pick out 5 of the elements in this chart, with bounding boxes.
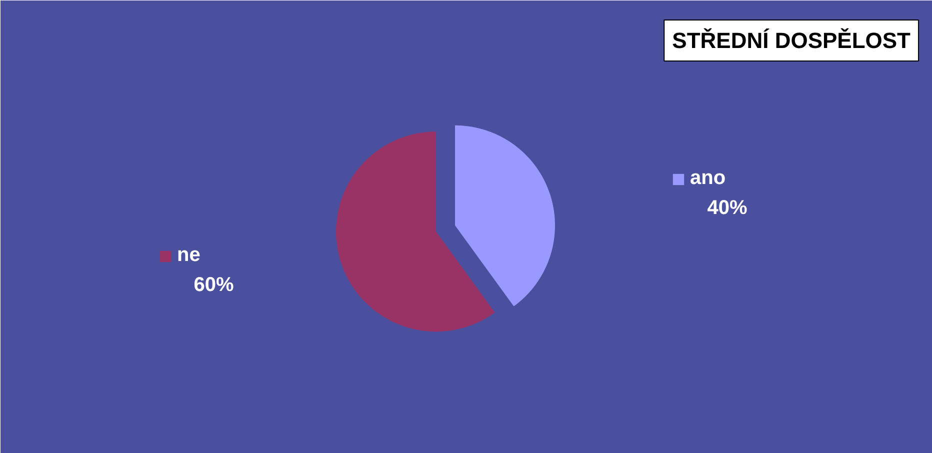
data-label: 60% — [194, 274, 234, 296]
text: STŘEDNÍ DOSPĚLOST — [672, 28, 912, 53]
legend-label: ne — [177, 244, 200, 267]
legend-label: ano — [690, 167, 726, 190]
data-label: 40% — [707, 196, 748, 219]
